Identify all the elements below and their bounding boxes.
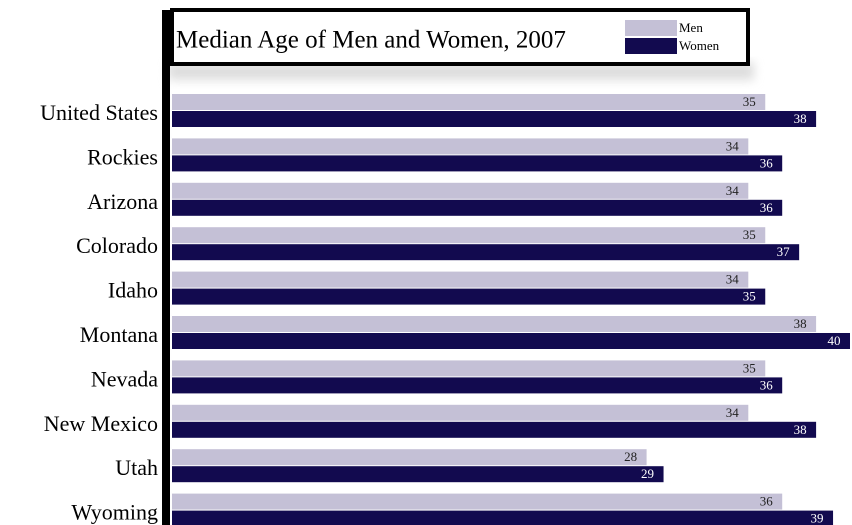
legend-swatch — [625, 20, 677, 36]
bar — [172, 360, 766, 377]
bar — [172, 244, 800, 261]
plot-area: United States 35 38 Rockies 34 36 Arizona 34 36 C… — [40, 94, 850, 525]
bar — [172, 466, 664, 483]
category-label: United States — [40, 100, 158, 125]
value-label: 39 — [811, 511, 824, 525]
bar — [172, 288, 766, 305]
legend-label: Men — [679, 20, 703, 35]
legend-label: Women — [679, 38, 720, 53]
bar — [172, 111, 817, 127]
category-label: New Mexico — [44, 411, 158, 436]
bar — [172, 199, 783, 216]
value-label: 36 — [760, 155, 774, 170]
chart-title: Median Age of Men and Women, 2007 — [176, 27, 566, 54]
bar — [172, 271, 749, 288]
value-label: 34 — [726, 405, 740, 420]
category-label: Utah — [115, 455, 158, 480]
value-label: 36 — [760, 200, 774, 215]
bar — [172, 493, 783, 510]
y-axis — [162, 10, 170, 525]
value-label: 35 — [743, 94, 756, 109]
bar — [172, 227, 766, 244]
bar — [172, 510, 834, 525]
category-label: Idaho — [108, 278, 158, 303]
bar — [172, 404, 749, 421]
bar — [172, 155, 783, 172]
value-label: 34 — [726, 138, 740, 153]
value-label: 37 — [777, 244, 791, 259]
value-label: 35 — [743, 227, 756, 242]
category-label: Wyoming — [71, 500, 158, 525]
value-label: 40 — [828, 333, 841, 348]
category-label: Rockies — [87, 144, 158, 169]
value-label: 29 — [641, 466, 654, 481]
value-label: 38 — [794, 111, 807, 126]
value-label: 38 — [794, 422, 807, 437]
value-label: 36 — [760, 494, 774, 509]
bar — [172, 421, 817, 438]
bar — [172, 377, 783, 394]
category-label: Nevada — [91, 366, 158, 391]
value-label: 34 — [726, 272, 740, 287]
bar — [172, 182, 749, 199]
value-label: 36 — [760, 377, 774, 392]
category-label: Montana — [80, 322, 158, 347]
title-shadow — [168, 62, 754, 80]
category-label: Arizona — [87, 189, 158, 214]
value-label: 28 — [624, 449, 637, 464]
bar — [172, 316, 817, 332]
value-label: 35 — [743, 289, 756, 304]
value-label: 35 — [743, 360, 756, 375]
bar — [172, 94, 766, 110]
bar — [172, 333, 850, 349]
value-label: 34 — [726, 183, 740, 198]
bar — [172, 138, 749, 155]
title-box — [170, 8, 750, 66]
category-label: Colorado — [76, 233, 158, 258]
value-label: 38 — [794, 316, 807, 331]
bar — [172, 449, 647, 466]
legend-swatch — [625, 38, 677, 54]
